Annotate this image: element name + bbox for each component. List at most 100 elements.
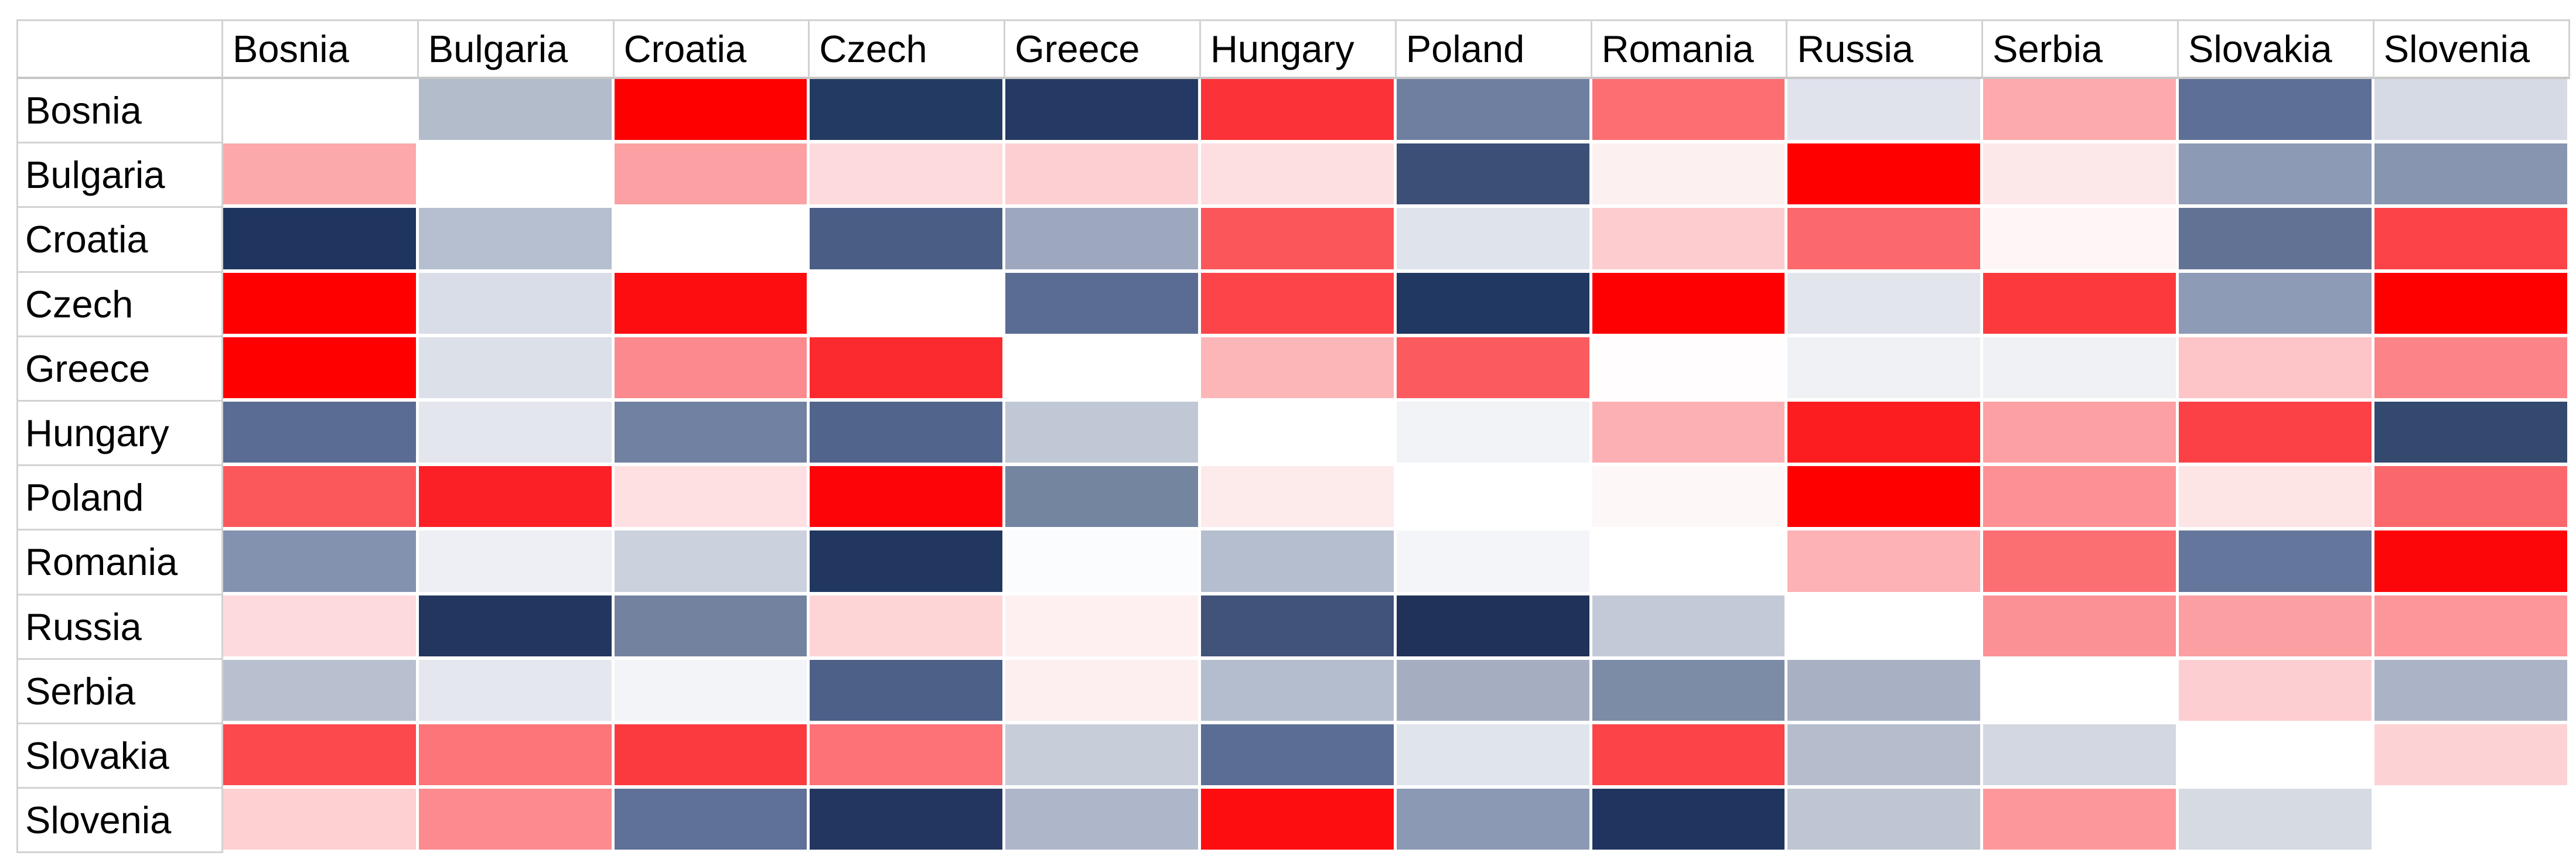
heatmap-cell-slovenia-greece (1005, 789, 1201, 854)
column-header-czech: Czech (810, 19, 1006, 79)
column-header-russia: Russia (1787, 19, 1984, 79)
heatmap-cell-bulgaria-poland (1396, 143, 1592, 208)
heatmap-cell-hungary-greece (1005, 401, 1201, 467)
heatmap-cell-croatia-bulgaria (418, 208, 615, 273)
heatmap-cell-greece-russia (1787, 337, 1984, 402)
heatmap-cell-czech-croatia (614, 272, 810, 337)
heatmap-cell-bosnia-croatia (614, 79, 810, 144)
column-header-romania: Romania (1592, 19, 1788, 79)
heatmap-cell-romania-serbia (1983, 530, 2179, 595)
heatmap-cell-hungary-bosnia (223, 401, 419, 467)
column-header-greece: Greece (1005, 19, 1201, 79)
heatmap-cell-slovakia-slovakia (2178, 724, 2374, 789)
heatmap-cell-bulgaria-czech (810, 143, 1006, 208)
corner-cell (16, 19, 223, 79)
heatmap-cell-russia-romania (1592, 595, 1788, 660)
heatmap-cell-romania-czech (810, 530, 1006, 595)
heatmap-cell-serbia-slovakia (2178, 659, 2374, 724)
heatmap-cell-bosnia-slovenia (2374, 79, 2570, 144)
row-header-slovenia: Slovenia (16, 789, 223, 854)
heatmap-cell-greece-poland (1396, 337, 1592, 402)
heatmap-cell-croatia-romania (1592, 208, 1788, 273)
heatmap-cell-serbia-hungary (1200, 659, 1397, 724)
heatmap-cell-hungary-serbia (1983, 401, 2179, 467)
heatmap-cell-hungary-poland (1396, 401, 1592, 467)
heatmap-cell-slovenia-serbia (1983, 789, 2179, 854)
heatmap-cell-poland-greece (1005, 466, 1201, 531)
heatmap-cell-bulgaria-croatia (614, 143, 810, 208)
heatmap-cell-poland-serbia (1983, 466, 2179, 531)
heatmap-sheet: Bosnia Bulgaria Croatia Czech Greece Hungary P… (16, 19, 2570, 854)
heatmap-cell-hungary-slovakia (2178, 401, 2374, 467)
heatmap-cell-hungary-slovenia (2374, 401, 2570, 467)
heatmap-cell-czech-romania (1592, 272, 1788, 337)
heatmap-cell-serbia-russia (1787, 659, 1984, 724)
heatmap-cell-hungary-russia (1787, 401, 1984, 467)
heatmap-cell-czech-greece (1005, 272, 1201, 337)
heatmap-cell-czech-russia (1787, 272, 1984, 337)
heatmap-cell-greece-hungary (1200, 337, 1397, 402)
heatmap-cell-serbia-slovenia (2374, 659, 2570, 724)
heatmap-cell-bulgaria-russia (1787, 143, 1984, 208)
heatmap-cell-slovenia-croatia (614, 789, 810, 854)
column-header-hungary: Hungary (1200, 19, 1397, 79)
heatmap-cell-russia-poland (1396, 595, 1592, 660)
heatmap-cell-slovakia-czech (810, 724, 1006, 789)
column-header-slovenia: Slovenia (2374, 19, 2570, 79)
heatmap-cell-romania-hungary (1200, 530, 1397, 595)
heatmap-cell-russia-slovakia (2178, 595, 2374, 660)
heatmap-cell-greece-czech (810, 337, 1006, 402)
heatmap-cell-russia-serbia (1983, 595, 2179, 660)
heatmap-cell-romania-russia (1787, 530, 1984, 595)
row-header-hungary: Hungary (16, 401, 223, 467)
heatmap-cell-slovakia-croatia (614, 724, 810, 789)
column-header-poland: Poland (1396, 19, 1592, 79)
heatmap-cell-czech-bosnia (223, 272, 419, 337)
heatmap-cell-croatia-serbia (1983, 208, 2179, 273)
heatmap-cell-bosnia-slovakia (2178, 79, 2374, 144)
row-header-greece: Greece (16, 337, 223, 402)
heatmap-cell-croatia-slovakia (2178, 208, 2374, 273)
heatmap-cell-slovakia-hungary (1200, 724, 1397, 789)
heatmap-cell-bulgaria-bulgaria (418, 143, 615, 208)
heatmap-cell-bosnia-russia (1787, 79, 1984, 144)
heatmap-cell-hungary-hungary (1200, 401, 1397, 467)
heatmap-cell-romania-bosnia (223, 530, 419, 595)
heatmap-cell-slovakia-russia (1787, 724, 1984, 789)
heatmap-cell-russia-croatia (614, 595, 810, 660)
heatmap-cell-croatia-poland (1396, 208, 1592, 273)
heatmap-cell-poland-croatia (614, 466, 810, 531)
heatmap-cell-croatia-greece (1005, 208, 1201, 273)
heatmap-cell-russia-bulgaria (418, 595, 615, 660)
heatmap-cell-russia-hungary (1200, 595, 1397, 660)
heatmap-cell-bulgaria-slovenia (2374, 143, 2570, 208)
heatmap-cell-hungary-czech (810, 401, 1006, 467)
heatmap-cell-serbia-romania (1592, 659, 1788, 724)
row-header-czech: Czech (16, 272, 223, 337)
heatmap-cell-hungary-romania (1592, 401, 1788, 467)
heatmap-cell-slovenia-czech (810, 789, 1006, 854)
heatmap-cell-bulgaria-bosnia (223, 143, 419, 208)
row-header-serbia: Serbia (16, 659, 223, 724)
heatmap-cell-greece-greece (1005, 337, 1201, 402)
row-header-bosnia: Bosnia (16, 79, 223, 144)
heatmap-cell-slovenia-hungary (1200, 789, 1397, 854)
heatmap-cell-poland-slovenia (2374, 466, 2570, 531)
heatmap-cell-romania-slovakia (2178, 530, 2374, 595)
heatmap-cell-bulgaria-greece (1005, 143, 1201, 208)
heatmap-cell-russia-czech (810, 595, 1006, 660)
heatmap-cell-croatia-russia (1787, 208, 1984, 273)
heatmap-cell-greece-croatia (614, 337, 810, 402)
heatmap-cell-romania-greece (1005, 530, 1201, 595)
heatmap-cell-slovakia-bulgaria (418, 724, 615, 789)
heatmap-cell-serbia-bosnia (223, 659, 419, 724)
heatmap-cell-bosnia-czech (810, 79, 1006, 144)
heatmap-cell-bosnia-greece (1005, 79, 1201, 144)
heatmap-cell-poland-czech (810, 466, 1006, 531)
heatmap-cell-greece-romania (1592, 337, 1788, 402)
row-header-poland: Poland (16, 466, 223, 531)
heatmap-cell-slovenia-slovakia (2178, 789, 2374, 854)
heatmap-cell-slovenia-bulgaria (418, 789, 615, 854)
heatmap-cell-romania-bulgaria (418, 530, 615, 595)
heatmap-cell-poland-russia (1787, 466, 1984, 531)
